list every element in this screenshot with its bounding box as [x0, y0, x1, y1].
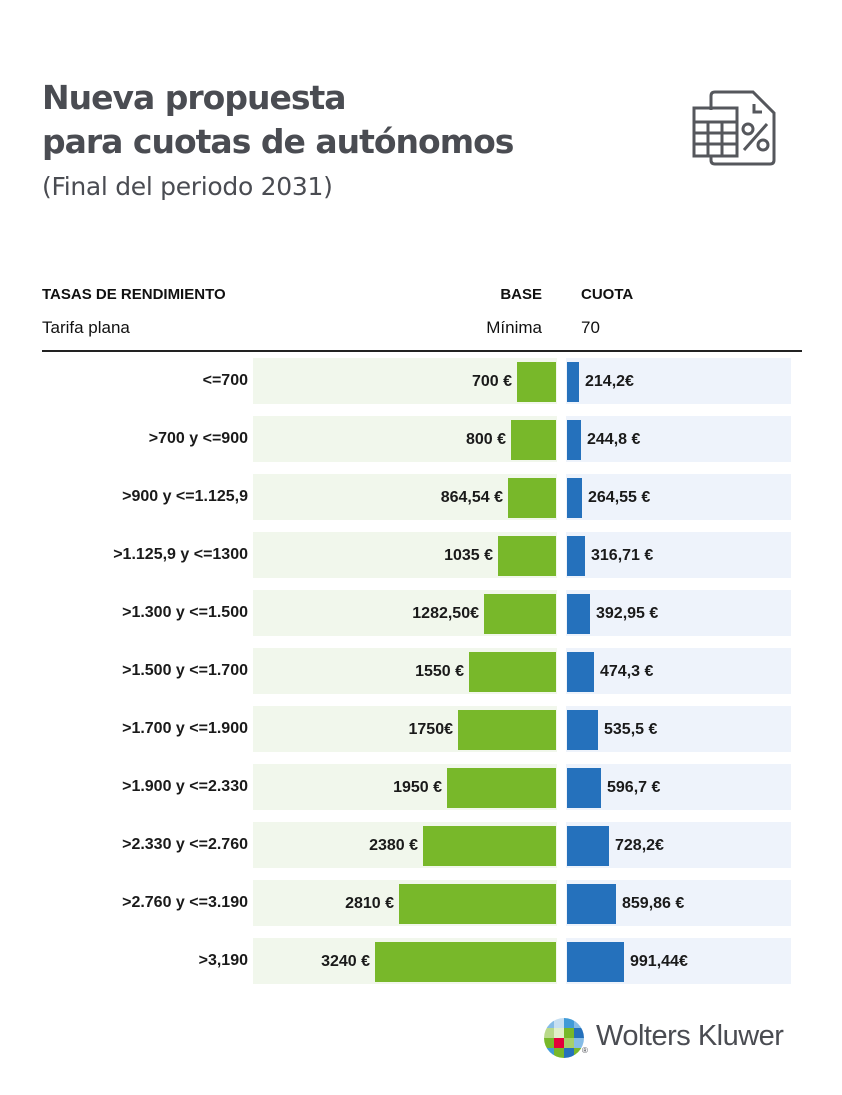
row-label: >1.300 y <=1.500: [122, 604, 248, 621]
table-row: <=700 700 € 214,2€: [0, 358, 842, 404]
row-label: >1.700 y <=1.900: [122, 720, 248, 737]
base-value-label: 1950 €: [393, 779, 442, 796]
table-row: >1.125,9 y <=1300 1035 € 316,71 €: [0, 532, 842, 578]
cuota-bar-track: [566, 648, 791, 694]
table-row: >2.330 y <=2.760 2380 € 728,2€: [0, 822, 842, 868]
base-value-label: 864,54 €: [440, 489, 503, 506]
base-bar: [447, 768, 556, 808]
table-row: >1.900 y <=2.330 1950 € 596,7 €: [0, 764, 842, 810]
cuota-bar-track: [566, 532, 791, 578]
cuota-bar-track: [566, 358, 791, 404]
base-bar: [508, 478, 556, 518]
cuota-bar: [567, 362, 579, 402]
base-bar-track: [253, 358, 557, 404]
base-value-label: 1035 €: [444, 547, 493, 564]
row-label: >1.900 y <=2.330: [122, 778, 248, 795]
table-row: >1.300 y <=1.500 1282,50€ 392,95 €: [0, 590, 842, 636]
cuota-value-label: 596,7 €: [607, 779, 661, 796]
cuota-bar-track: [566, 590, 791, 636]
base-bar: [484, 594, 556, 634]
column-header-tasas: TASAS DE RENDIMIENTO: [42, 286, 226, 303]
cuota-bar: [567, 942, 624, 982]
registered-mark: ®: [582, 1046, 588, 1055]
cuota-bar-track: [566, 474, 791, 520]
header-divider: [42, 350, 802, 352]
brand-name: Wolters Kluwer: [596, 1020, 784, 1052]
column-header-base: BASE: [500, 286, 542, 303]
cuota-bar-track: [566, 416, 791, 462]
row-label: >1.500 y <=1.700: [122, 662, 248, 679]
logo-mark-icon: [544, 1018, 584, 1058]
cuota-bar: [567, 710, 598, 750]
base-bar: [458, 710, 556, 750]
row-label: >900 y <=1.125,9: [122, 488, 248, 505]
cuota-value-label: 316,71 €: [591, 547, 654, 564]
cuota-value-label: 264,55 €: [588, 489, 651, 506]
base-value-label: 2810 €: [345, 895, 394, 912]
cuota-bar: [567, 420, 581, 460]
cuota-bar: [567, 768, 601, 808]
cuota-bar: [567, 884, 616, 924]
row-label: <=700: [202, 372, 248, 389]
cuota-bar: [567, 536, 585, 576]
wolters-kluwer-logo: ® Wolters Kluwer: [544, 1018, 814, 1062]
cuota-bar: [567, 652, 594, 692]
table-row: >2.760 y <=3.190 2810 € 859,86 €: [0, 880, 842, 926]
base-bar: [423, 826, 556, 866]
cuota-bar: [567, 826, 609, 866]
cuota-value-label: 474,3 €: [600, 663, 654, 680]
tarifa-plana-cuota: 70: [581, 318, 600, 337]
cuota-value-label: 244,8 €: [587, 431, 641, 448]
base-bar: [375, 942, 556, 982]
base-value-label: 700 €: [471, 373, 512, 390]
cuota-value-label: 535,5 €: [604, 721, 658, 738]
base-value-label: 800 €: [465, 431, 506, 448]
cuota-value-label: 214,2€: [585, 373, 634, 390]
table-row: >1.500 y <=1.700 1550 € 474,3 €: [0, 648, 842, 694]
base-bar: [517, 362, 556, 402]
title-line-2: para cuotas de autónomos: [42, 122, 514, 161]
page-subtitle: (Final del periodo 2031): [42, 172, 333, 201]
cuota-bar-track: [566, 706, 791, 752]
base-bar: [469, 652, 556, 692]
base-value-label: 1550 €: [415, 663, 464, 680]
row-label: >2.760 y <=3.190: [122, 894, 248, 911]
base-bar: [511, 420, 556, 460]
row-label: >700 y <=900: [148, 430, 248, 447]
base-bar: [399, 884, 556, 924]
calculator-percent-document-icon: [692, 90, 776, 166]
table-row: >1.700 y <=1.900 1750€ 535,5 €: [0, 706, 842, 752]
base-value-label: 2380 €: [369, 837, 418, 854]
row-label: >2.330 y <=2.760: [122, 836, 248, 853]
cuota-bar-track: [566, 764, 791, 810]
row-label: >1.125,9 y <=1300: [113, 546, 248, 563]
cuota-bar: [567, 594, 590, 634]
base-bar: [498, 536, 556, 576]
cuota-value-label: 859,86 €: [622, 895, 685, 912]
row-label: >3,190: [198, 952, 248, 969]
tarifa-plana-base: Mínima: [486, 318, 542, 337]
base-bar-track: [253, 416, 557, 462]
base-value-label: 3240 €: [321, 953, 370, 970]
base-value-label: 1750€: [408, 721, 454, 738]
column-header-cuota: CUOTA: [581, 286, 634, 303]
table-row: >700 y <=900 800 € 244,8 €: [0, 416, 842, 462]
cuota-value-label: 728,2€: [615, 837, 664, 854]
table-row: >3,190 3240 € 991,44€: [0, 938, 842, 984]
page-title: Nueva propuesta para cuotas de autónomos: [42, 76, 514, 164]
tarifa-plana-label: Tarifa plana: [42, 318, 130, 337]
base-bar-track: [253, 474, 557, 520]
cuota-value-label: 392,95 €: [596, 605, 659, 622]
title-line-1: Nueva propuesta: [42, 78, 347, 117]
cuota-value-label: 991,44€: [630, 953, 688, 970]
cuota-bar: [567, 478, 582, 518]
base-value-label: 1282,50€: [412, 605, 479, 622]
table-row: >900 y <=1.125,9 864,54 € 264,55 €: [0, 474, 842, 520]
